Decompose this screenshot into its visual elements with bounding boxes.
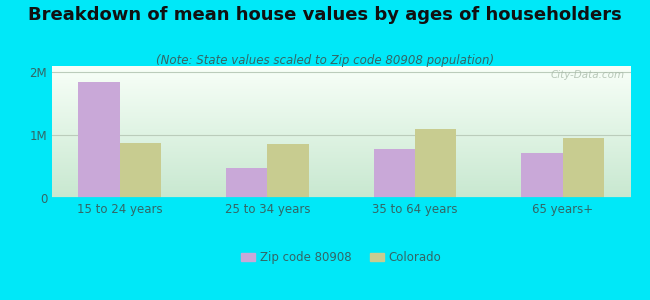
Bar [120, 143, 161, 198]
Bar [226, 168, 267, 198]
Bar [415, 130, 456, 198]
Bar [78, 82, 120, 198]
Bar [374, 149, 415, 198]
Bar [267, 144, 309, 198]
Text: (Note: State values scaled to Zip code 80908 population): (Note: State values scaled to Zip code 8… [156, 54, 494, 67]
Legend: Zip code 80908, Colorado: Zip code 80908, Colorado [237, 246, 446, 269]
Bar [563, 138, 604, 198]
Text: City-Data.com: City-Data.com [551, 70, 625, 80]
Bar [521, 153, 563, 198]
Text: Breakdown of mean house values by ages of householders: Breakdown of mean house values by ages o… [28, 6, 622, 24]
